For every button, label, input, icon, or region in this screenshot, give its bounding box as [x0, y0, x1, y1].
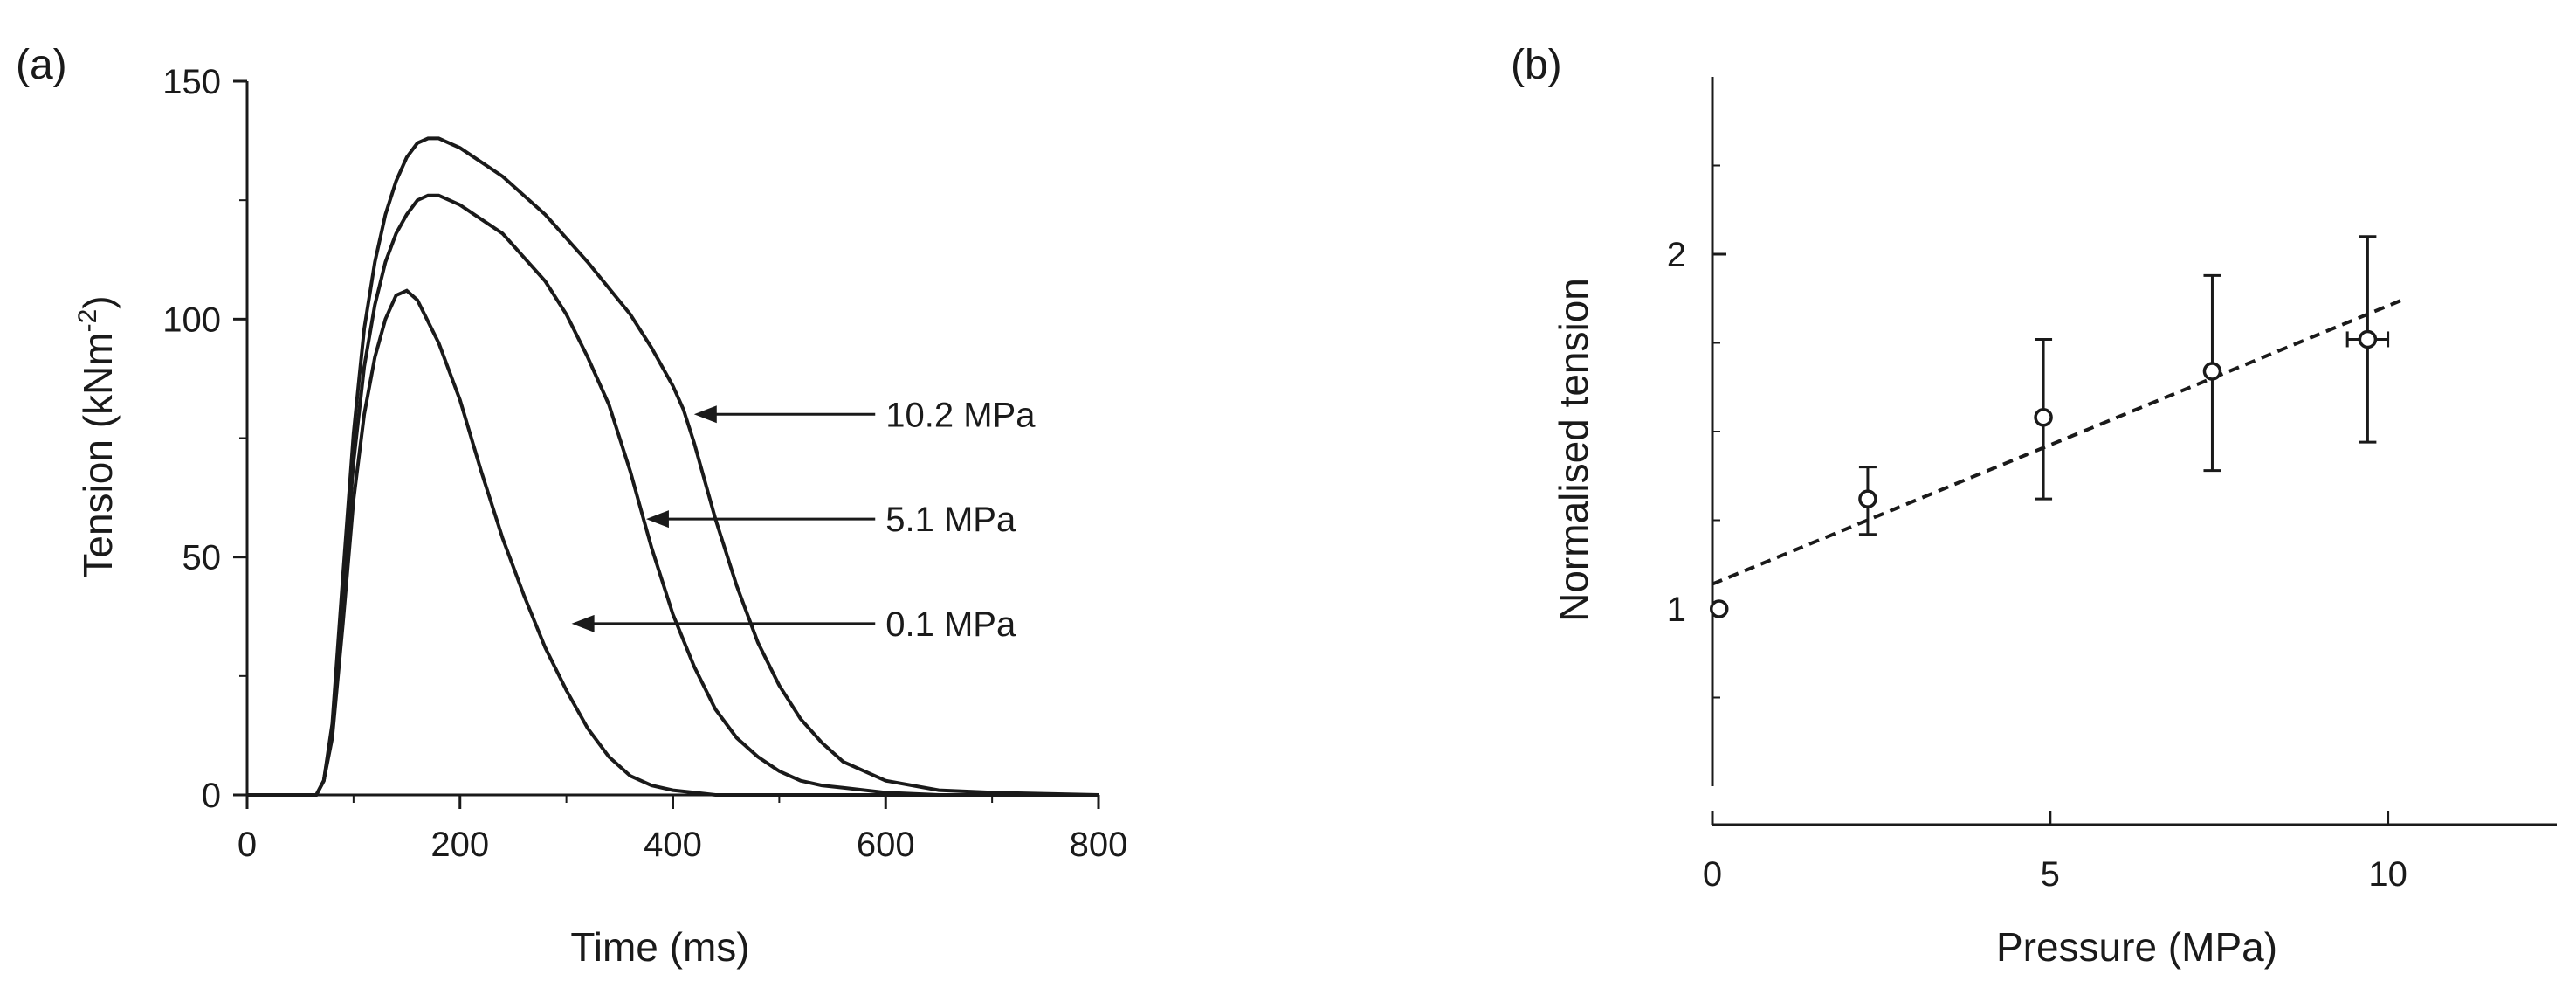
panel-b-y-tick-label: 1 — [1667, 591, 1686, 629]
panel-a-x-tick-label: 600 — [857, 826, 915, 864]
panel-a-annotation-label: 10.2 MPa — [885, 396, 1036, 434]
panel-b-data-point — [2034, 408, 2053, 427]
panel-a-annotations: 10.2 MPa 5.1 MPa 0.1 MPa — [571, 396, 1036, 644]
panel-a-series — [247, 136, 1099, 797]
panel-b-data-points — [1709, 235, 2390, 618]
panel-a-y-tick-label: 50 — [183, 539, 222, 577]
panel-a-x-tick-label: 200 — [430, 826, 489, 864]
panel-a-x-axis-label: Time (ms) — [570, 924, 749, 970]
panel-a-annotation-arrowhead — [693, 405, 717, 424]
panel-b-y-axis-label: Normalised tension — [1551, 278, 1596, 622]
panel-a-y-axis-label-superscript: -2 — [73, 309, 102, 333]
panel-a-series-line — [247, 288, 1099, 797]
panel-a-series-line — [247, 136, 1099, 797]
panel-b-data-point — [2358, 329, 2378, 349]
panel-a-annotation-label: 0.1 MPa — [885, 605, 1016, 644]
panel-b-x-tick-label: 5 — [2041, 855, 2060, 894]
panel-a-annotation-arrowhead — [645, 510, 669, 529]
panel-a-series-line — [247, 193, 1099, 797]
panel-b-ticks: 1 2 0 5 10 — [1667, 164, 2407, 894]
panel-b-label: (b) — [1511, 42, 1562, 88]
panel-b-axes — [1711, 77, 2557, 826]
panel-a-axes — [245, 81, 1099, 797]
panel-b-data-point — [1858, 489, 1877, 508]
panel-a-y-axis-label-close: ) — [75, 295, 121, 308]
panel-b-x-tick-label: 10 — [2368, 855, 2407, 894]
panel-a-label: (a) — [16, 42, 67, 88]
panel-a-y-axis-label: Tension (kNm-2) — [73, 295, 121, 577]
panel-a-y-axis-label-main: Tension (kNm — [75, 332, 121, 577]
panel-b-x-tick-label: 0 — [1703, 855, 1722, 894]
panel-a-annotation-arrowhead — [571, 614, 595, 632]
panel-b-y-tick-label: 2 — [1667, 236, 1686, 274]
panel-a-ticks: 0 200 400 600 800 0 50 100 150 — [162, 63, 1127, 864]
panel-b-fit-line — [1712, 298, 2402, 586]
panel-a-y-tick-label: 0 — [202, 777, 221, 815]
panel-b-data-point — [2202, 362, 2222, 381]
panel-a-x-tick-label: 400 — [644, 826, 702, 864]
panel-a-annotation-label: 5.1 MPa — [885, 501, 1016, 539]
panel-a-x-tick-label: 800 — [1070, 826, 1128, 864]
panel-b-dashed-fit-line — [1712, 298, 2402, 586]
panel-b-normalised-tension: (b) 1 2 0 5 10 Pressure (MPa) Normalised ten… — [1511, 42, 2557, 970]
panel-a-x-tick-label: 0 — [238, 826, 257, 864]
panel-a-y-tick-label: 100 — [162, 301, 221, 339]
panel-b-data-point — [1709, 599, 1729, 618]
panel-a-time-course: (a) 0 200 400 600 800 0 50 100 150 10.2 MPa 5.1 M… — [16, 42, 1127, 970]
panel-a-y-tick-label: 150 — [162, 63, 221, 101]
panel-b-x-axis-label: Pressure (MPa) — [1996, 924, 2277, 970]
